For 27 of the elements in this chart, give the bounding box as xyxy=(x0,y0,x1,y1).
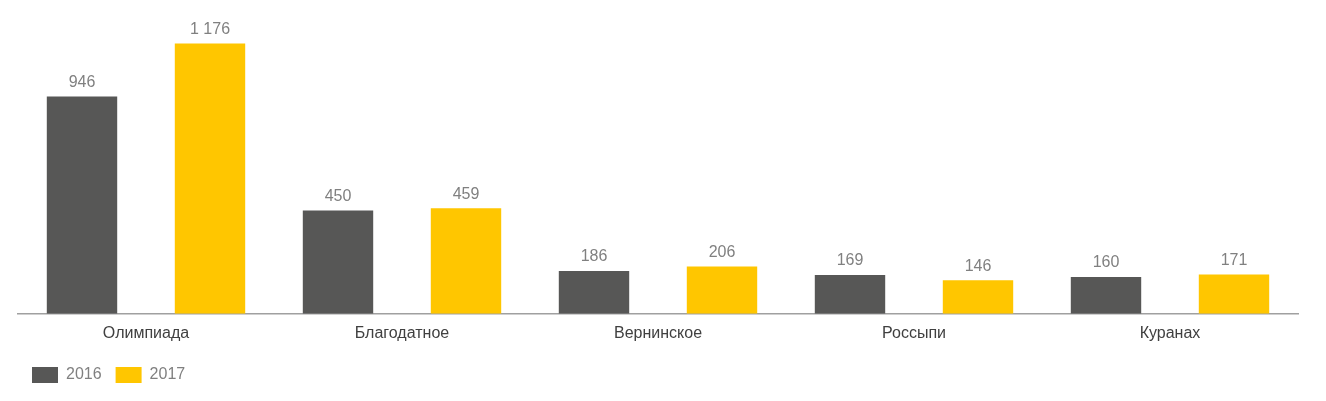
x-tick-label: Вернинское xyxy=(613,323,703,341)
legend-label: 2017 xyxy=(149,365,186,383)
data-label: 169 xyxy=(836,251,864,269)
bar xyxy=(1070,277,1142,314)
data-label: 1 176 xyxy=(189,19,231,37)
data-label: 160 xyxy=(1092,253,1120,271)
bar xyxy=(814,274,886,314)
x-tick-label: Куранах xyxy=(1139,323,1201,341)
bar xyxy=(174,43,246,314)
x-tick-label: Россыпи xyxy=(882,323,946,341)
data-label: 171 xyxy=(1220,250,1248,268)
bar xyxy=(430,208,502,314)
data-label: 146 xyxy=(964,256,992,274)
data-label: 946 xyxy=(68,72,96,90)
bar xyxy=(942,280,1014,314)
x-tick-label: Благодатное xyxy=(354,323,450,341)
data-label: 206 xyxy=(708,242,736,260)
bar xyxy=(46,96,118,314)
bar xyxy=(302,210,374,314)
bar xyxy=(558,271,630,314)
bar xyxy=(686,266,758,314)
data-label: 459 xyxy=(452,184,480,202)
data-label: 450 xyxy=(324,186,352,204)
x-tick-label: Олимпиада xyxy=(102,323,190,341)
data-label: 186 xyxy=(580,247,608,265)
bar xyxy=(1198,274,1270,314)
legend-label: 2016 xyxy=(66,365,102,383)
